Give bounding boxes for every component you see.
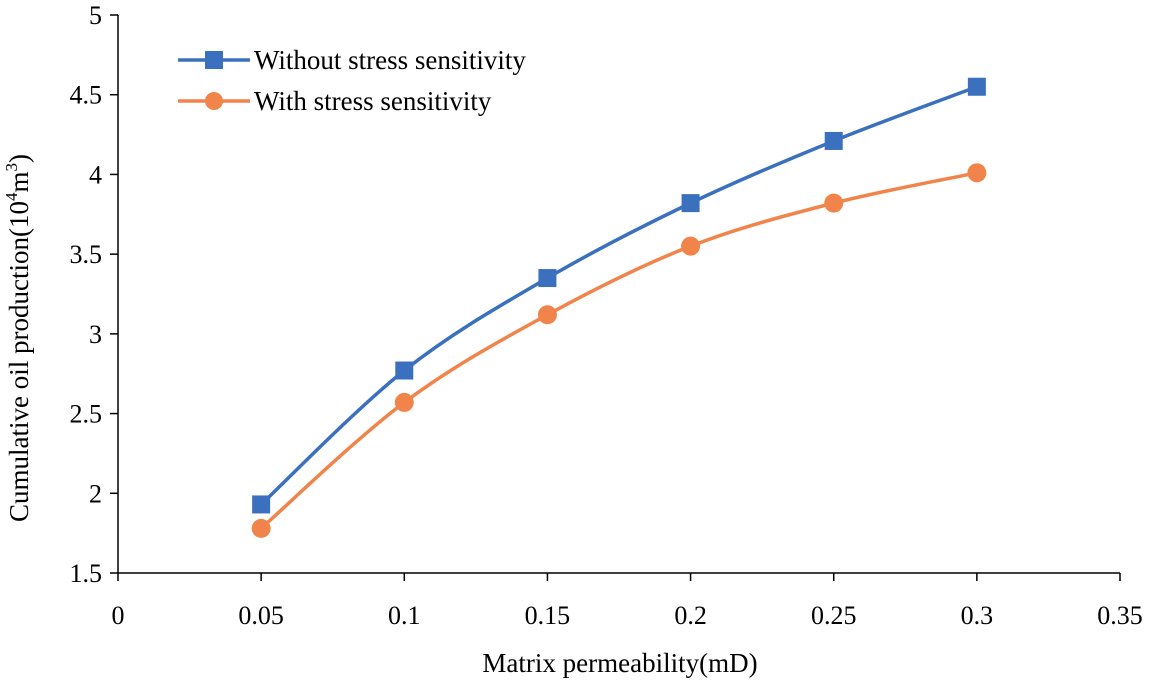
legend-item-with-stress: With stress sensitivity [178,86,492,116]
y-tick-label: 3 [89,320,102,349]
y-axis-title-exponent-1: 4 [2,192,21,201]
y-tick-label: 2.5 [70,400,103,429]
y-tick-label: 2 [89,479,102,508]
x-tick-label: 0.05 [238,601,284,630]
y-axis-title-suffix: ) [4,154,34,163]
data-point-circle [251,518,271,538]
x-tick-label: 0.2 [674,601,707,630]
data-point-square [252,495,271,514]
y-axis-title-exponent-2: 3 [2,163,21,172]
x-tick-label: 0.35 [1097,601,1143,630]
plot-area: 1.5 2 2.5 3 3.5 4 4.5 5 0 0.05 0.1 0.15 0.2 0.25 0.3 0.… [70,1,1143,630]
x-tick-label: 0.25 [811,601,857,630]
data-point-square [681,194,700,213]
y-tick-label: 1.5 [70,559,103,588]
y-tick-label: 5 [89,1,102,30]
y-tick-label: 4.5 [70,81,103,110]
legend-marker-circle-icon [205,92,223,110]
data-point-circle [824,193,844,213]
legend: Without stress sensitivity With stress s… [178,45,526,116]
series-line-2 [259,171,978,530]
y-tick-label: 3.5 [70,240,103,269]
data-point-square [824,131,843,150]
y-axis-title-prefix: Cumulative oil production(10 [4,201,34,522]
legend-item-without-stress: Without stress sensitivity [178,45,526,75]
y-tick-label: 4 [89,160,102,189]
x-axis-title: Matrix permeability(mD) [482,648,757,678]
x-tick-label: 0.1 [388,601,421,630]
data-point-square [967,77,986,96]
data-point-circle [681,236,701,256]
y-axis-title: Cumulative oil production(104m3) [2,154,34,522]
data-point-square [395,361,414,380]
x-tick-label: 0.15 [525,601,571,630]
data-point-circle [967,163,987,183]
x-tick-label: 0 [112,601,125,630]
legend-label-with-stress: With stress sensitivity [254,86,492,116]
data-point-square [538,269,557,288]
data-point-circle [537,305,557,325]
series-line-1 [259,85,978,506]
data-point-circle [394,392,414,412]
y-axis-title-middle: m [4,172,34,193]
legend-marker-square-icon [205,51,223,69]
legend-label-without-stress: Without stress sensitivity [254,45,526,75]
x-tick-label: 0.3 [961,601,994,630]
